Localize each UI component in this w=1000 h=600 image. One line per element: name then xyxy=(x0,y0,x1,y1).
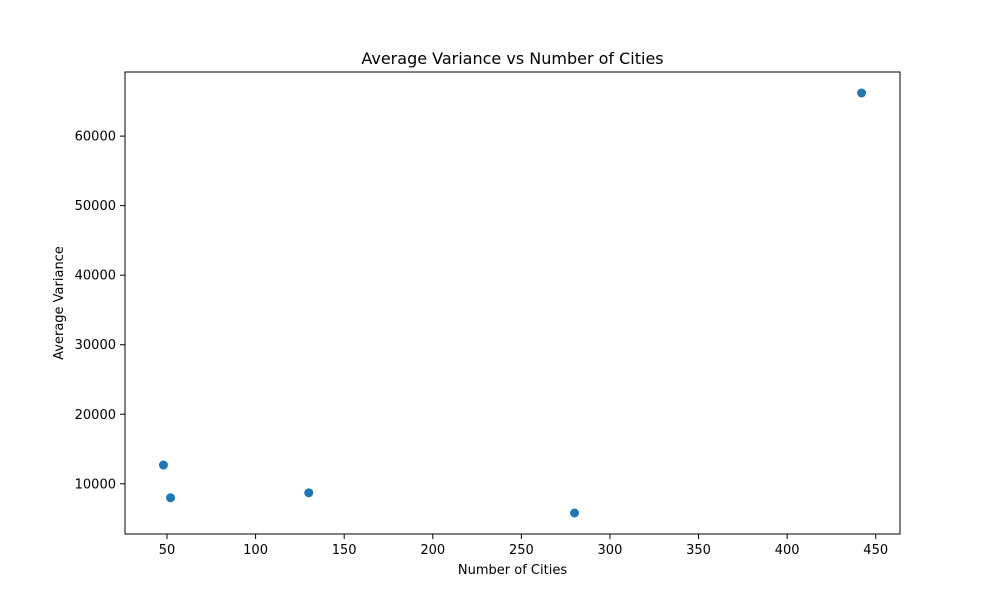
data-point xyxy=(166,493,176,503)
y-axis-label: Average Variance xyxy=(52,246,67,360)
y-tick-label: 40000 xyxy=(75,269,116,284)
x-tick-label: 400 xyxy=(775,543,800,558)
y-tick-label: 50000 xyxy=(75,199,116,214)
y-tick-label: 60000 xyxy=(75,130,116,145)
y-axis: 10000 20000 30000 40000 50000 60000 xyxy=(75,130,125,492)
x-tick-label: 50 xyxy=(159,543,176,558)
x-axis-label: Number of Cities xyxy=(458,563,567,578)
data-point xyxy=(158,460,168,470)
data-point xyxy=(570,508,580,518)
plot-frame xyxy=(124,71,901,535)
chart-title: Average Variance vs Number of Cities xyxy=(361,49,663,68)
x-tick-label: 350 xyxy=(686,543,711,558)
y-tick-label: 10000 xyxy=(75,477,116,492)
x-tick-label: 150 xyxy=(332,543,357,558)
y-tick-label: 20000 xyxy=(75,408,116,423)
x-tick-label: 450 xyxy=(863,543,888,558)
data-point xyxy=(857,88,867,98)
data-point xyxy=(304,488,314,498)
x-tick-label: 200 xyxy=(420,543,445,558)
x-axis: 50 100 150 200 250 300 350 400 450 xyxy=(159,534,888,558)
x-tick-label: 250 xyxy=(509,543,534,558)
data-points xyxy=(158,88,867,518)
x-tick-label: 300 xyxy=(598,543,623,558)
x-tick-label: 100 xyxy=(243,543,268,558)
y-tick-label: 30000 xyxy=(75,338,116,353)
